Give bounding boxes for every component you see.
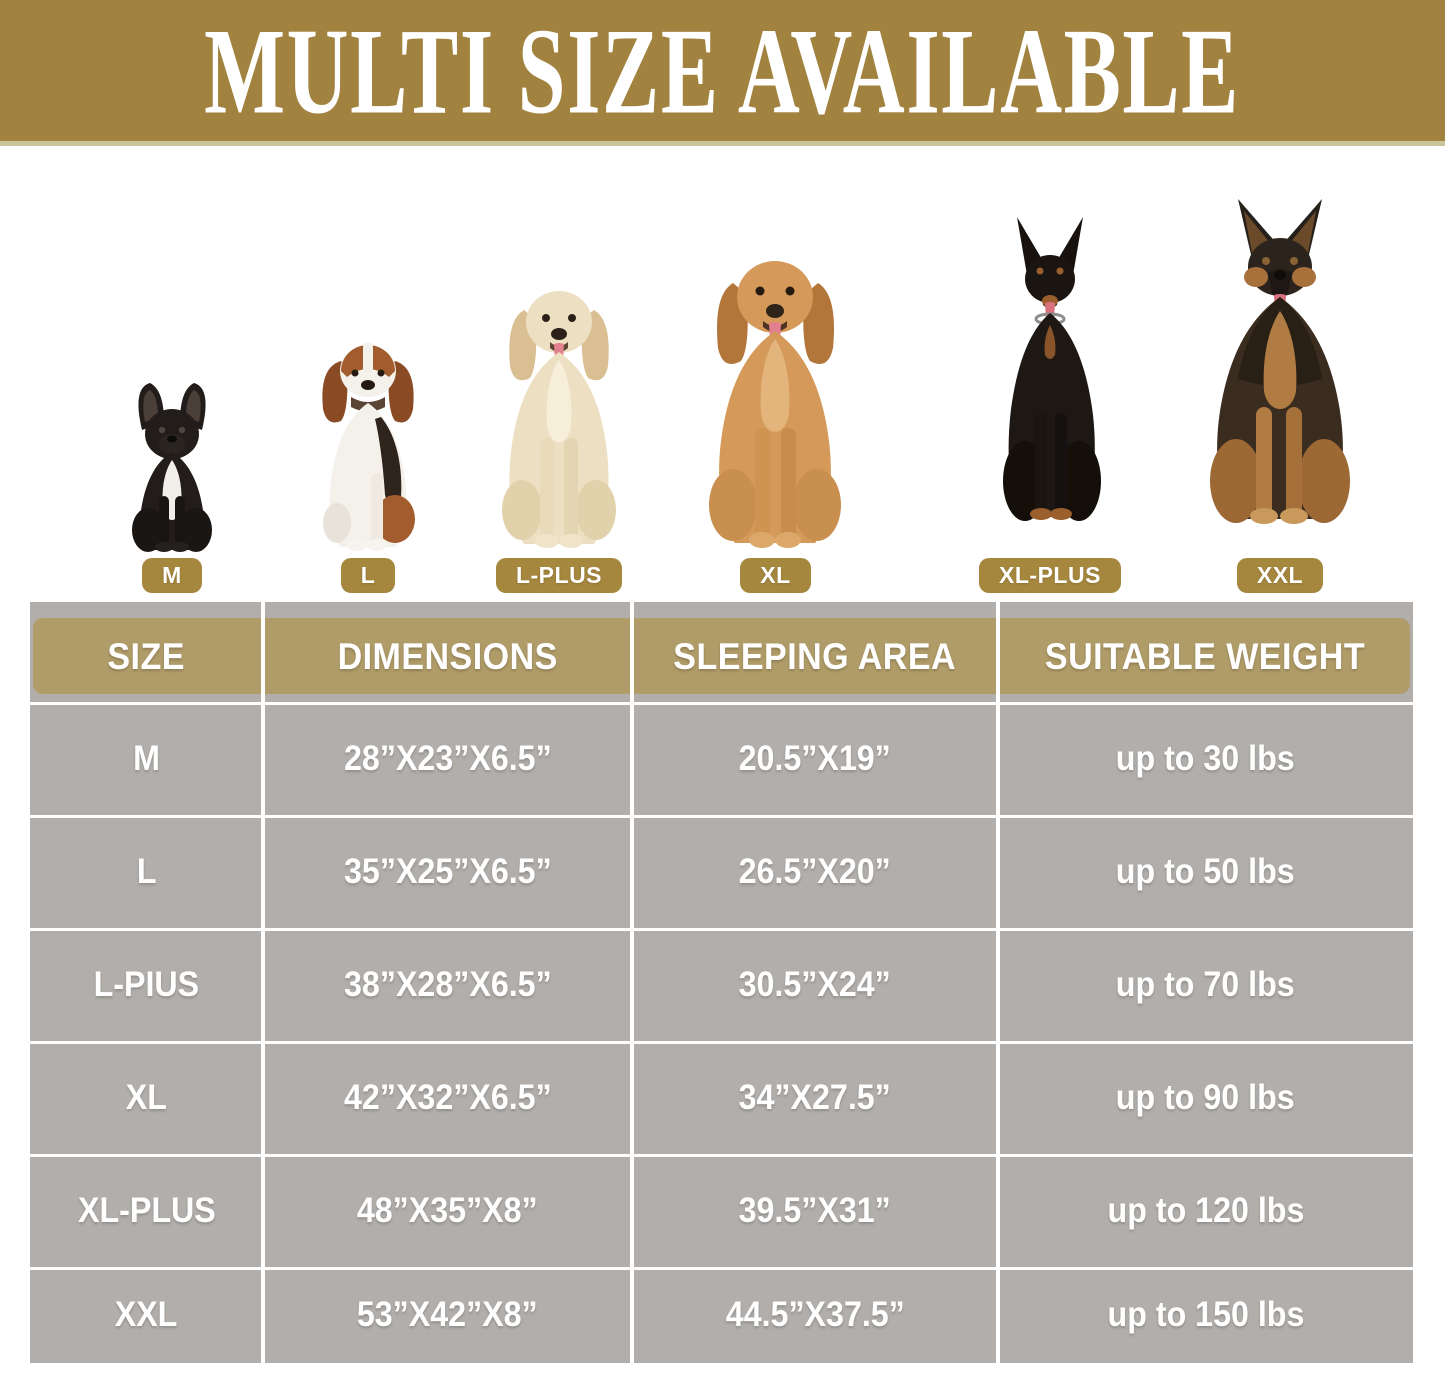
dog-figure-xxl: XXL: [1140, 193, 1420, 593]
table-cell: up to 90 lbs: [1116, 1077, 1295, 1117]
table-cell: up to 120 lbs: [1107, 1190, 1304, 1230]
table-cell: 20.5”X19”: [738, 738, 892, 778]
table-cell: 42”X32”X6.5”: [343, 1077, 552, 1117]
table-cell: XL-PLUS: [77, 1190, 216, 1230]
dog-figure-xl: XL: [663, 233, 888, 593]
dog-figure-l-plus: L-PLUS: [464, 268, 654, 593]
dog-size-lineup: M L: [0, 151, 1445, 602]
column-header-dimensions: DIMENSIONS: [337, 636, 558, 677]
table-cell: 44.5”X37.5”: [725, 1295, 905, 1334]
banner: MULTI SIZE AVAILABLE: [0, 0, 1445, 146]
table-cell: 35”X25”X6.5”: [343, 851, 552, 891]
banner-title: MULTI SIZE AVAILABLE: [204, 2, 1241, 139]
dog-figure-m: M: [112, 378, 232, 593]
table-cell: 26.5”X20”: [738, 851, 892, 891]
french-bulldog-icon: [132, 383, 212, 552]
row-divider: [30, 815, 1413, 818]
dog-figure-l: L: [293, 323, 443, 593]
column-divider: [261, 602, 265, 1363]
row-divider: [30, 702, 1413, 705]
table-cell: XL: [125, 1077, 168, 1117]
table-cell: 48”X35”X8”: [357, 1190, 538, 1230]
size-badge-xl: XL: [740, 558, 811, 593]
table-cell: 39.5”X31”: [738, 1190, 892, 1230]
column-header-sleeping-area: SLEEPING AREA: [673, 636, 957, 677]
row-divider: [30, 1267, 1413, 1270]
golden-retriever-icon: [709, 261, 841, 548]
column-header-suitable-weight: SUITABLE WEIGHT: [1045, 636, 1366, 677]
size-badge-xl-plus: XL-PLUS: [979, 558, 1121, 593]
size-badge-l: L: [340, 558, 396, 593]
doberman-icon: [1003, 217, 1101, 521]
cream-retriever-icon: [502, 291, 616, 548]
table-cell: up to 30 lbs: [1116, 738, 1295, 778]
table-cell: XXL: [115, 1295, 178, 1334]
table-cell: L-PIUS: [93, 964, 200, 1004]
table-cell: 38”X28”X6.5”: [343, 964, 552, 1004]
column-divider: [630, 602, 634, 1363]
row-divider: [30, 1154, 1413, 1157]
table-cell: up to 70 lbs: [1116, 964, 1295, 1004]
beagle-icon: [322, 343, 415, 551]
table-cell: 28”X23”X6.5”: [343, 738, 552, 778]
table-cell: 53”X42”X8”: [357, 1295, 538, 1334]
column-header-size: SIZE: [107, 636, 186, 677]
size-badge-m: M: [142, 558, 202, 593]
table-cell: M: [133, 738, 160, 778]
size-table: SIZE DIMENSIONS SLEEPING AREA SUITABLE W…: [30, 602, 1413, 1363]
table-grid: SIZE DIMENSIONS SLEEPING AREA SUITABLE W…: [30, 602, 1413, 1363]
table-cell: 34”X27.5”: [738, 1077, 892, 1117]
column-divider: [996, 602, 1000, 1363]
row-divider: [30, 1041, 1413, 1044]
size-badge-l-plus: L-PLUS: [495, 558, 623, 593]
table-cell: L: [136, 851, 157, 891]
table-cell: up to 150 lbs: [1107, 1295, 1304, 1334]
table-cell: 30.5”X24”: [738, 964, 892, 1004]
german-shepherd-icon: [1210, 199, 1350, 524]
row-divider: [30, 928, 1413, 931]
size-badge-xxl: XXL: [1236, 558, 1324, 593]
table-cell: up to 50 lbs: [1116, 851, 1295, 891]
dog-figure-xl-plus: XL-PLUS: [935, 213, 1165, 593]
